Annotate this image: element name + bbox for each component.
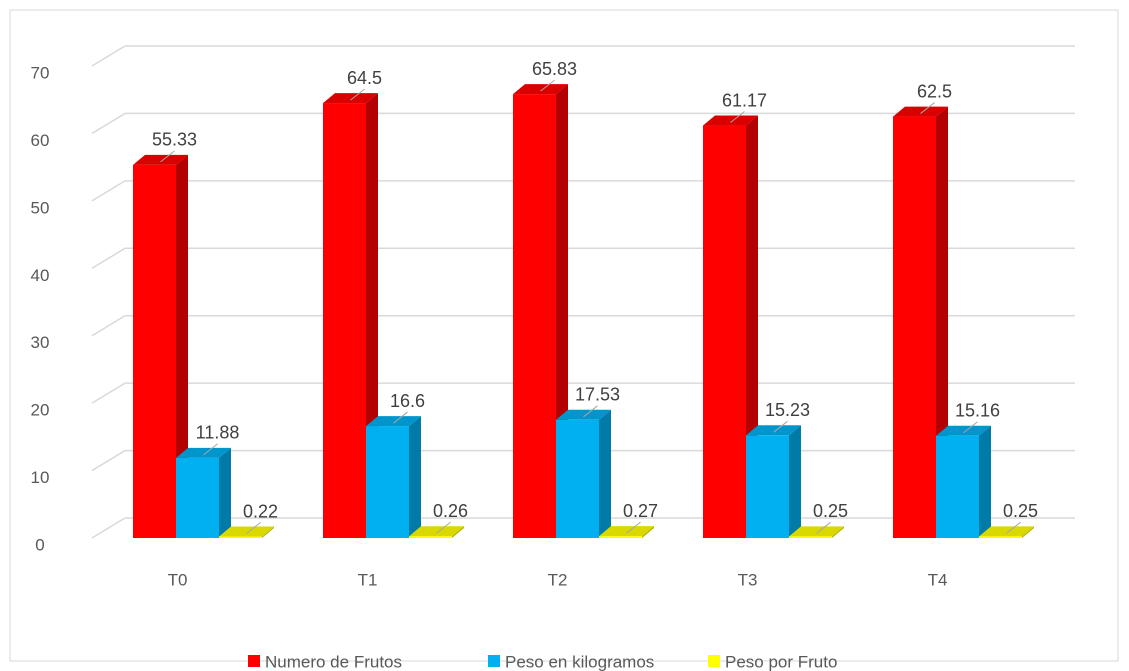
bar-top (409, 526, 464, 537)
bar-side (409, 416, 421, 538)
bar (219, 536, 262, 538)
bar-top (936, 425, 991, 436)
x-tick-label: T4 (928, 570, 948, 589)
leader-line (160, 150, 175, 163)
bar (703, 125, 746, 538)
bar-side (452, 526, 464, 538)
data-label: 15.16 (955, 401, 1000, 421)
bar (133, 164, 176, 538)
y-tick-label: 10 (31, 468, 50, 487)
bar (176, 457, 219, 538)
bar-top (323, 93, 378, 104)
bar-side (176, 154, 188, 538)
y-tick-label: 70 (31, 63, 50, 82)
data-label: 65.83 (532, 59, 577, 79)
grid-line-side (91, 112, 126, 135)
grid-line-side (91, 517, 126, 539)
leader-line (583, 405, 598, 418)
bar (893, 116, 936, 539)
legend-swatch (708, 655, 720, 667)
data-label: 64.5 (347, 68, 382, 88)
data-label: 11.88 (196, 423, 240, 443)
data-label: 0.25 (813, 501, 848, 521)
data-label: 62.5 (917, 81, 952, 101)
legend-swatch (488, 655, 500, 667)
grid-line-side (91, 45, 126, 67)
legend-label: Peso por Fruto (725, 652, 837, 671)
leader-line (540, 79, 555, 92)
data-label: 17.53 (575, 385, 620, 405)
data-label: 0.22 (243, 501, 278, 521)
bar-side (599, 409, 611, 538)
y-tick-label: 50 (31, 198, 50, 217)
y-tick-label: 30 (31, 333, 50, 352)
data-label: 16.6 (390, 391, 425, 411)
bar-side (832, 526, 844, 538)
data-label: 15.23 (765, 400, 810, 420)
leader-line (436, 521, 451, 534)
bar-top (366, 416, 421, 427)
grid-line-side (91, 247, 126, 269)
x-tick-label: T0 (168, 570, 188, 589)
bar-top (513, 84, 568, 95)
leader-line (246, 522, 261, 534)
bar-top (133, 154, 188, 165)
x-tick-label: T3 (738, 570, 758, 589)
y-tick-label: 60 (31, 131, 50, 150)
leader-line (393, 411, 408, 424)
bar (366, 426, 409, 538)
bar-top (703, 115, 758, 126)
bar-side (979, 425, 991, 538)
x-tick-label: T1 (358, 570, 378, 589)
bar (323, 103, 366, 538)
leader-line (626, 521, 641, 534)
grid-line-side (91, 315, 126, 337)
leader-line (963, 421, 978, 434)
legend-label: Numero de Frutos (265, 652, 402, 671)
y-tick-label: 0 (35, 535, 44, 554)
leader-line (920, 102, 935, 114)
bar-side (789, 425, 801, 538)
bar-top (556, 409, 611, 420)
data-label: 61.17 (722, 90, 767, 110)
bar (409, 536, 452, 538)
grid-line-side (91, 449, 126, 472)
bar (789, 536, 832, 538)
data-label: 0.27 (623, 501, 658, 521)
bar (979, 536, 1022, 538)
y-tick-label: 40 (31, 266, 50, 285)
data-label: 0.25 (1003, 501, 1038, 521)
legend-label: Peso en kilogramos (505, 652, 654, 671)
x-tick-label: T2 (548, 570, 568, 589)
leader-line (350, 88, 365, 101)
bar (513, 94, 556, 539)
bar-top (789, 526, 844, 537)
leader-line (773, 420, 788, 433)
grid-line-side (91, 382, 126, 404)
data-label: 55.33 (152, 130, 197, 150)
bar-top (746, 425, 801, 436)
bar (936, 435, 979, 538)
bar (599, 536, 642, 538)
leader-line (203, 443, 218, 456)
bar (556, 419, 599, 538)
leader-line (1006, 521, 1021, 534)
bar-side (219, 447, 231, 538)
bar-top (599, 526, 654, 537)
grid-line-side (91, 180, 126, 202)
bar-top (219, 526, 274, 537)
data-label: 0.26 (433, 501, 468, 521)
bar-side (1022, 526, 1034, 538)
bar-top (979, 526, 1034, 537)
leader-line (816, 521, 831, 534)
bar (746, 435, 789, 538)
leader-line (730, 111, 745, 123)
bar-side (642, 526, 654, 538)
bar-side (262, 526, 274, 538)
bar-top (176, 447, 231, 458)
y-tick-label: 20 (31, 401, 50, 420)
bar-top (893, 106, 948, 117)
legend-swatch (248, 655, 260, 667)
